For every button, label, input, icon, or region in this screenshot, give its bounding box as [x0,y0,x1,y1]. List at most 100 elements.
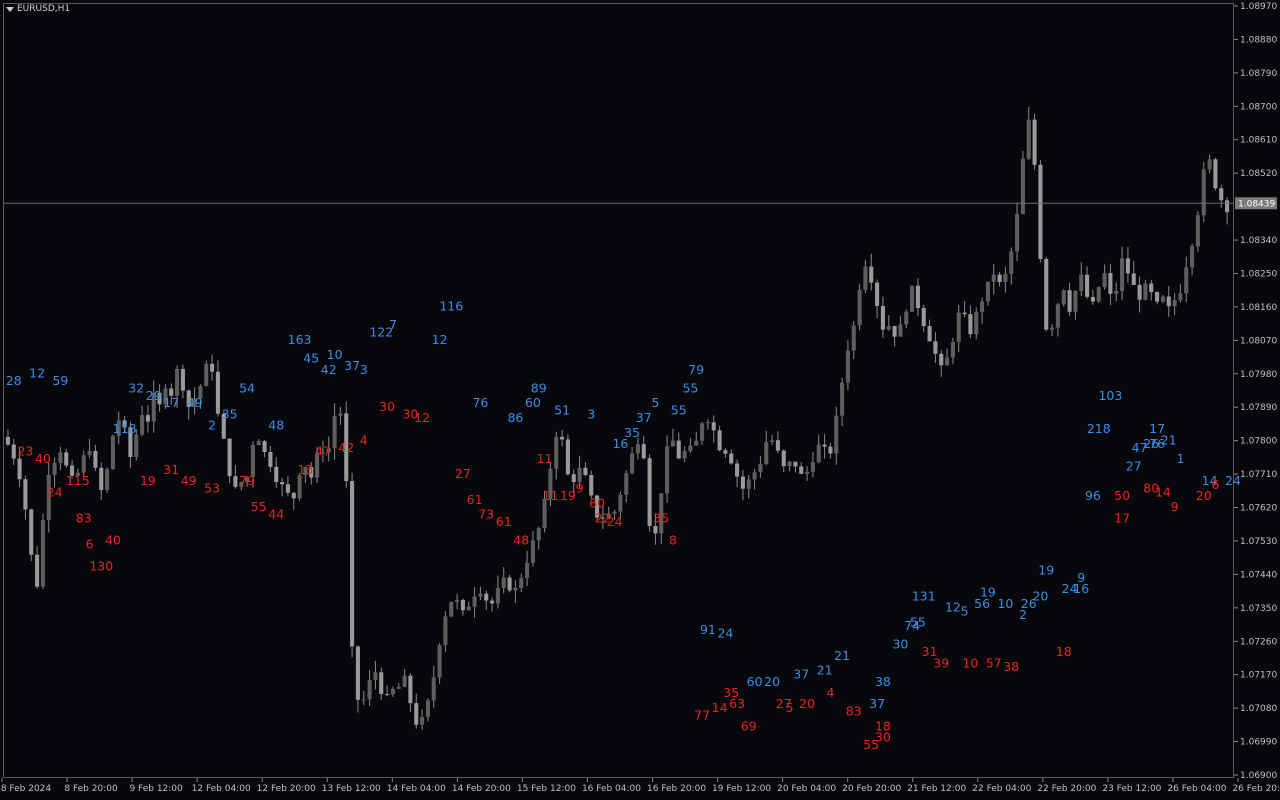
current-price-tag-box [1235,197,1277,210]
down-counter-label: 11 [542,488,558,503]
candle-body [291,492,296,499]
down-counter-label: 18 [1056,644,1072,659]
candle-body [1166,296,1171,307]
candle-body [589,474,594,496]
time-tick-label: 26 Feb 04:00 [1167,784,1226,794]
up-counter-label: 10 [997,596,1013,611]
up-counter-label: 118 [113,421,137,436]
candle-body [495,587,500,604]
candle-body [519,578,524,588]
candle-body [711,422,716,431]
candle-body [985,281,990,302]
candle-body [1020,158,1025,214]
down-counter-label: 30 [402,406,418,421]
candle-body [23,479,28,510]
candle-body [624,473,629,495]
candle-body [420,717,425,725]
candle-body [280,482,285,485]
up-counter-label: 14 [1202,473,1218,488]
candle-body [472,596,477,607]
candle-body [694,440,699,446]
candle-body [1172,300,1177,307]
down-counter-label: 39 [933,655,949,670]
up-counter-label: 12 [432,332,448,347]
chevron-down-icon[interactable] [6,6,14,12]
candle-body [507,577,512,591]
time-tick-label: 20 Feb 20:00 [842,784,901,794]
candle-body [764,442,769,464]
time-tick-label: 14 Feb 04:00 [387,784,446,794]
candle-body [414,703,419,725]
down-counter-label: 130 [89,559,113,574]
candle-body [122,420,127,428]
candle-body [5,436,10,445]
candle-body [997,274,1002,282]
candle-body [110,435,115,470]
down-counter-label: 18 [875,718,891,733]
down-counter-label: 115 [66,473,90,488]
time-tick-label: 9 Feb 12:00 [129,784,183,794]
candle-body [810,462,815,472]
down-counter-label: 55 [863,737,879,752]
up-counter-label: 45 [303,351,319,366]
candle-body [805,471,810,474]
candle-body [1143,283,1148,300]
candle-body [58,452,63,463]
candle-body [87,450,92,456]
candle-body [577,467,582,483]
time-tick-label: 13 Feb 12:00 [322,784,381,794]
candle-body [513,587,518,591]
candle-body [828,446,833,454]
down-counter-label: 5 [786,700,794,715]
symbol-label[interactable]: EURUSD,H1 [6,4,70,14]
up-counter-label: 24 [1062,581,1078,596]
current-price-tag-text: 1.08439 [1238,199,1275,209]
up-counter-label: 7 [389,317,397,332]
up-counter-label: 38 [875,674,891,689]
up-counter-label: 163 [288,332,312,347]
up-counter-label: 3 [587,406,595,421]
down-counter-label: 23 [17,444,33,459]
candle-body [466,606,471,611]
up-counter-label: 20 [764,674,780,689]
up-counter-label: 60 [747,674,763,689]
time-tick-label: 14 Feb 20:00 [452,784,511,794]
time-tick-label: 16 Feb 04:00 [582,784,641,794]
down-counter-label: 60 [589,496,605,511]
candle-body [641,444,646,459]
price-tick-label: 1.07440 [1240,570,1277,580]
price-tick-label: 1.07980 [1240,370,1277,380]
candle-body [1079,274,1084,291]
up-counter-label: 3 [360,362,368,377]
candle-body [933,341,938,354]
candle-body [227,438,232,477]
candle-body [1108,273,1113,294]
candle-body [169,388,174,396]
candle-body [320,452,325,454]
candle-body [822,444,827,447]
up-counter-label: 60 [525,395,541,410]
time-tick-label: 12 Feb 04:00 [192,784,251,794]
down-counter-label: 20 [799,696,815,711]
candle-body [676,440,681,459]
candle-body [385,694,390,696]
candle-body [554,436,559,469]
candle-body [1213,159,1218,189]
up-counter-label: 1 [1176,451,1184,466]
price-tick-label: 1.07710 [1240,470,1277,480]
candle-body [128,427,133,457]
candle-body [583,467,588,475]
price-tick-label: 1.08340 [1240,236,1277,246]
time-tick-label: 16 Feb 20:00 [647,784,706,794]
up-counter-label: 21 [817,663,833,678]
down-counter-label: 73 [478,507,494,522]
price-tick-label: 1.08790 [1240,69,1277,79]
candle-body [315,453,320,478]
candles-group [5,106,1230,730]
candle-body [758,463,763,473]
candle-body [565,439,570,475]
candle-body [355,646,360,700]
candle-body [309,466,314,478]
candle-body [1009,251,1014,274]
